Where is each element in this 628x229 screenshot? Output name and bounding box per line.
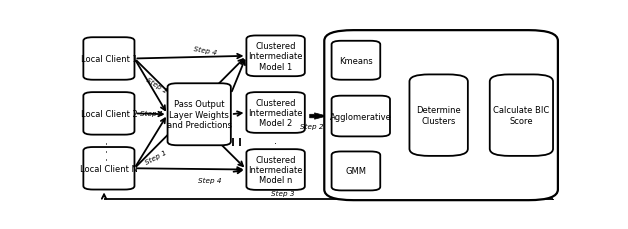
Text: Clustered
Intermediate
Model 2: Clustered Intermediate Model 2 bbox=[248, 98, 303, 128]
Text: Calculate BIC
Score: Calculate BIC Score bbox=[493, 106, 550, 125]
Text: Step 1: Step 1 bbox=[144, 149, 168, 165]
Text: Step 1: Step 1 bbox=[145, 77, 168, 94]
FancyBboxPatch shape bbox=[409, 75, 468, 156]
FancyBboxPatch shape bbox=[168, 84, 231, 146]
Text: Local Client N: Local Client N bbox=[80, 164, 138, 173]
Text: Clustered
Intermediate
Model 1: Clustered Intermediate Model 1 bbox=[248, 42, 303, 71]
FancyBboxPatch shape bbox=[84, 93, 134, 135]
Text: Step 4: Step 4 bbox=[198, 177, 222, 183]
Text: Step 4: Step 4 bbox=[193, 45, 217, 55]
FancyBboxPatch shape bbox=[246, 36, 305, 77]
FancyBboxPatch shape bbox=[332, 96, 390, 137]
Text: Kmeans: Kmeans bbox=[339, 57, 373, 65]
Text: Step 2: Step 2 bbox=[300, 123, 324, 129]
FancyBboxPatch shape bbox=[84, 147, 134, 190]
Text: Pass Output
Layer Weights
and Predictions: Pass Output Layer Weights and Prediction… bbox=[166, 100, 232, 130]
Text: Agglomerative: Agglomerative bbox=[330, 112, 392, 121]
Text: Step 1: Step 1 bbox=[140, 110, 163, 116]
Text: GMM: GMM bbox=[345, 167, 366, 176]
FancyBboxPatch shape bbox=[332, 152, 381, 191]
FancyBboxPatch shape bbox=[84, 38, 134, 80]
Text: · · ·: · · · bbox=[102, 140, 115, 160]
FancyBboxPatch shape bbox=[324, 31, 558, 200]
Polygon shape bbox=[310, 113, 327, 120]
Text: Clustered
Intermediate
Model n: Clustered Intermediate Model n bbox=[248, 155, 303, 185]
Text: Determine
Clusters: Determine Clusters bbox=[416, 106, 461, 125]
Text: Local Client 2: Local Client 2 bbox=[80, 109, 138, 118]
Text: Step 3: Step 3 bbox=[271, 190, 295, 196]
FancyBboxPatch shape bbox=[332, 42, 381, 80]
Text: Local Client 1: Local Client 1 bbox=[80, 55, 138, 64]
FancyBboxPatch shape bbox=[490, 75, 553, 156]
Text: ·
·: · · bbox=[274, 127, 277, 149]
FancyBboxPatch shape bbox=[246, 150, 305, 190]
FancyBboxPatch shape bbox=[246, 93, 305, 133]
